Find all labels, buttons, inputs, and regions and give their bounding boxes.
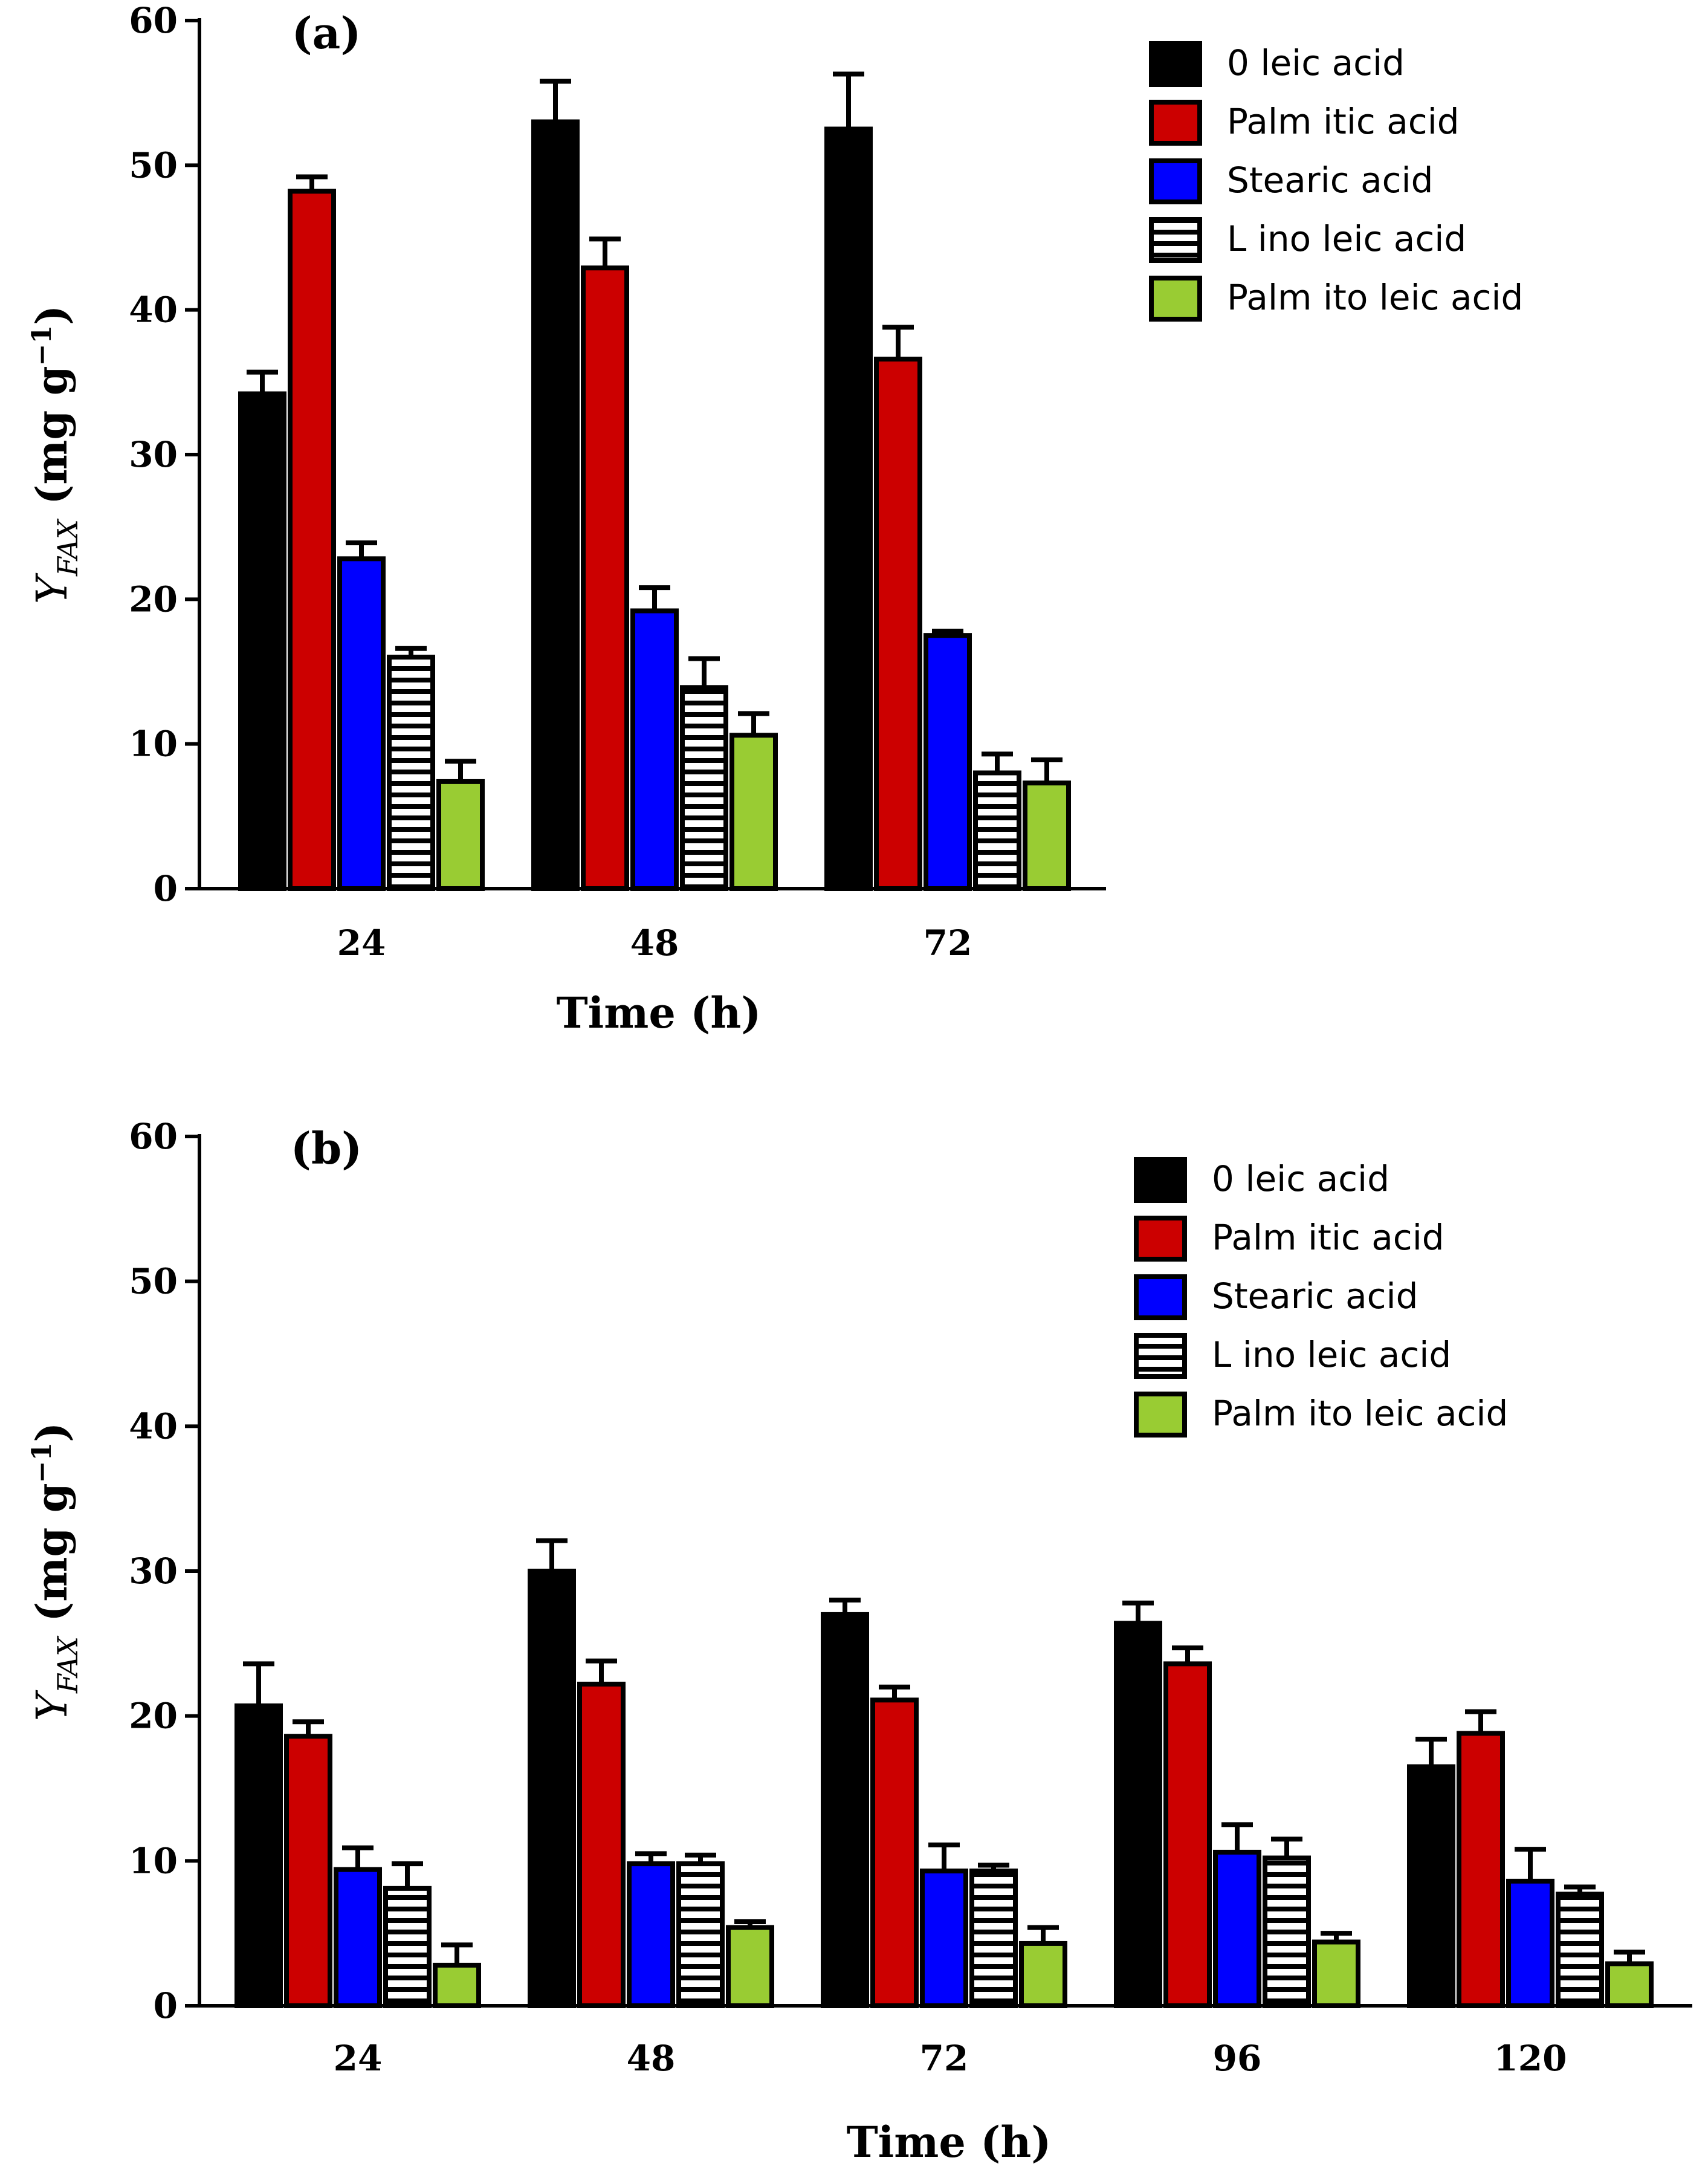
b-legend-label: Palm ito leic acid (1212, 1393, 1508, 1434)
a-legend-label: 0 leic acid (1227, 42, 1405, 83)
a-bar-72-2 (924, 633, 972, 891)
b-x-axis-title: Time (h) (847, 2117, 1052, 2167)
b-bar-96-4 (1312, 1939, 1360, 2008)
b-legend-swatch (1134, 1216, 1187, 1262)
b-legend-swatch (1134, 1274, 1187, 1320)
b-bar-120-4 (1605, 1961, 1654, 2008)
b-bar-48-0 (528, 1569, 576, 2008)
b-bar-48-2 (627, 1861, 675, 2009)
b-bar-24-4 (433, 1962, 481, 2008)
b-x-tick-label: 120 (1493, 2038, 1567, 2079)
b-bar-72-2 (920, 1869, 968, 2009)
b-bar-120-0 (1407, 1764, 1455, 2009)
b-bar-24-2 (334, 1867, 382, 2009)
b-bar-48-4 (726, 1925, 774, 2009)
panel-a-chart: 0 10 20 30 40 50 60 YFAX (mg g−1) (a) 24 48 72 Time … (27, 0, 1523, 1038)
b-legend-label: 0 leic acid (1212, 1158, 1389, 1199)
b-y-tick-label: 20 (129, 1696, 178, 1737)
a-bar-48-1 (581, 265, 629, 891)
a-x-axis-title: Time (h) (557, 988, 762, 1038)
a-bar-48-4 (729, 733, 778, 891)
a-bar-72-3 (973, 770, 1021, 891)
a-bar-72-4 (1023, 780, 1071, 891)
b-bar-96-0 (1114, 1621, 1162, 2008)
b-y-axis-title: YFAX (mg g−1) (27, 1422, 84, 1722)
a-y-tick-label: 50 (129, 144, 178, 186)
b-legend: 0 leic acid Palm itic acid Stearic acid L i… (1134, 1157, 1508, 1438)
b-y-tick-label: 50 (129, 1261, 178, 1302)
a-legend: 0 leic acid Palm itic acid Stearic acid L i… (1149, 41, 1523, 322)
a-legend-swatch (1149, 158, 1202, 204)
b-legend-swatch (1134, 1333, 1187, 1379)
b-legend-label: L ino leic acid (1212, 1334, 1451, 1375)
a-y-tick-label: 20 (129, 579, 178, 620)
b-bar-24-1 (284, 1734, 332, 2008)
b-bar-96-3 (1263, 1855, 1311, 2009)
a-legend-swatch (1149, 100, 1202, 146)
a-y-tick-label: 60 (129, 0, 178, 41)
b-bar-120-1 (1457, 1731, 1505, 2009)
b-bar-72-1 (870, 1697, 919, 2008)
b-x-tick-label: 24 (334, 2038, 383, 2079)
a-y-tick-label: 30 (129, 434, 178, 475)
b-x-tick-label: 72 (920, 2038, 969, 2079)
b-panel-label: (b) (291, 1123, 362, 1174)
b-y-tick-label: 40 (129, 1405, 178, 1447)
a-x-tick-label: 24 (337, 922, 386, 964)
a-bar-72-1 (874, 357, 922, 891)
b-legend-label: Palm itic acid (1212, 1217, 1444, 1258)
a-bar-48-3 (680, 685, 728, 891)
a-legend-label: Stearic acid (1227, 160, 1433, 201)
b-bar-96-1 (1163, 1661, 1212, 2009)
b-bar-120-3 (1556, 1891, 1604, 2009)
b-y-tick-label: 60 (129, 1116, 178, 1157)
b-bar-96-2 (1213, 1849, 1261, 2009)
a-legend-label: Palm itic acid (1227, 101, 1460, 142)
b-y-tick-label: 10 (129, 1840, 178, 1881)
a-bar-24-1 (288, 189, 336, 891)
a-bar-24-4 (436, 779, 485, 891)
b-bar-24-3 (383, 1885, 432, 2009)
b-bar-24-0 (235, 1703, 283, 2008)
a-legend-swatch (1149, 41, 1202, 87)
a-legend-label: Palm ito leic acid (1227, 277, 1523, 318)
b-x-tick-label: 48 (627, 2038, 676, 2079)
a-bar-72-0 (824, 126, 873, 891)
b-bar-48-3 (676, 1861, 725, 2009)
b-legend-swatch (1134, 1157, 1187, 1203)
a-y-tick-label: 10 (129, 724, 178, 765)
b-legend-swatch (1134, 1392, 1187, 1438)
b-bar-72-0 (821, 1612, 869, 2008)
a-y-tick-label: 0 (154, 868, 178, 909)
a-legend-label: L ino leic acid (1227, 218, 1466, 259)
a-bar-48-2 (630, 608, 679, 891)
a-bar-24-0 (238, 391, 286, 891)
a-y-tick-label: 40 (129, 290, 178, 331)
panel-b-chart: 0 10 20 30 40 50 60 YFAX (mg g−1) (b) 24 48 72 96 120… (27, 1116, 1692, 2167)
b-y-tick-label: 30 (129, 1551, 178, 1592)
b-bar-48-1 (577, 1681, 626, 2008)
a-bar-24-3 (387, 655, 435, 891)
a-panel-label: (a) (292, 7, 361, 59)
b-x-tick-label: 96 (1213, 2038, 1262, 2079)
b-bar-72-3 (969, 1869, 1018, 2009)
a-legend-swatch (1149, 217, 1202, 263)
b-legend-label: Stearic acid (1212, 1276, 1418, 1317)
b-bar-72-4 (1019, 1940, 1067, 2009)
b-bar-120-2 (1506, 1878, 1554, 2009)
a-bar-48-0 (531, 119, 580, 892)
a-x-tick-label: 48 (630, 922, 679, 964)
a-legend-swatch (1149, 276, 1202, 322)
a-y-axis-title: YFAX (mg g−1) (27, 305, 84, 605)
a-x-tick-label: 72 (924, 922, 972, 964)
a-bar-24-2 (337, 556, 386, 891)
b-y-tick-label: 0 (154, 1985, 178, 2026)
